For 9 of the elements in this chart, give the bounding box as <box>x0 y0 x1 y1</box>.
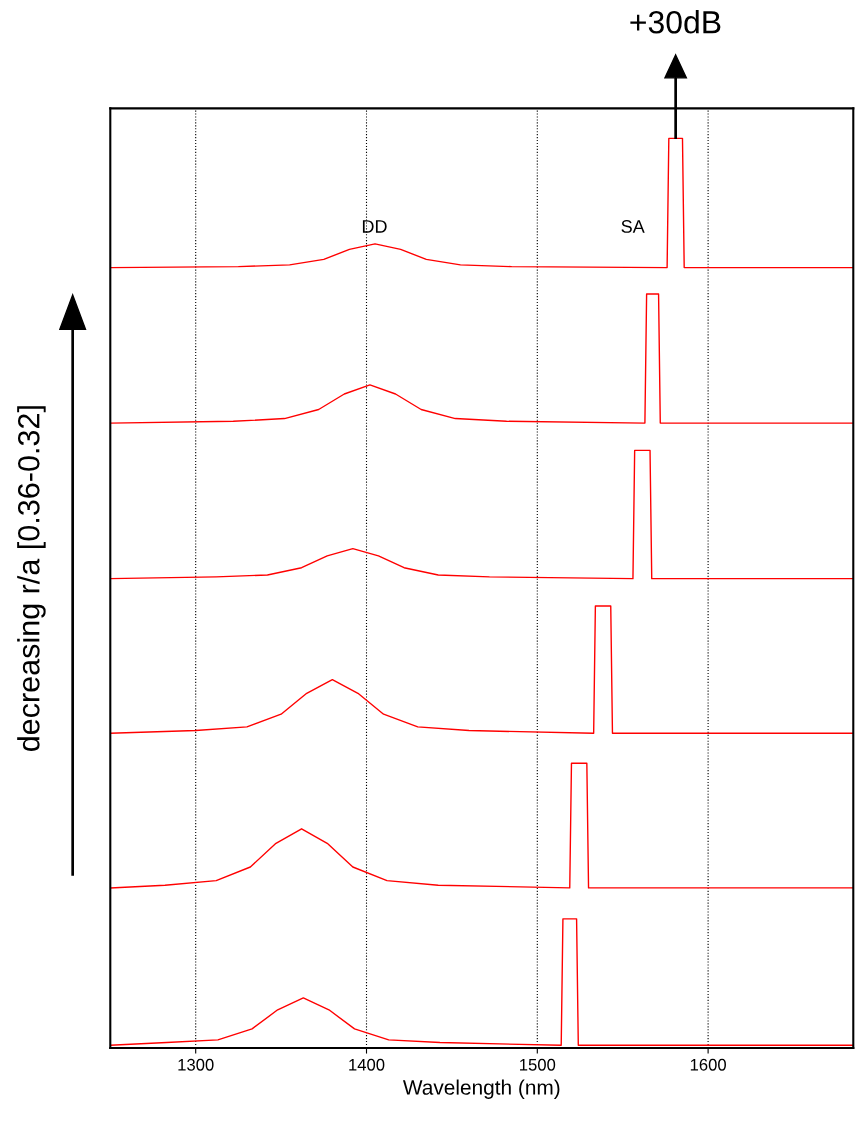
x-tick-label: 1300 <box>178 1058 214 1071</box>
x-axis-title: Wavelength (nm) <box>402 1079 560 1099</box>
y-axis-title: decreasing r/a [0.36-0.32] <box>17 406 46 752</box>
x-tick-label: 1400 <box>349 1058 385 1071</box>
annotation: DD <box>362 220 387 233</box>
annotation: SA <box>621 220 645 233</box>
text: +30dB <box>630 10 721 34</box>
x-tick-label: 1600 <box>690 1058 726 1071</box>
x-tick-label: 1500 <box>520 1058 556 1071</box>
